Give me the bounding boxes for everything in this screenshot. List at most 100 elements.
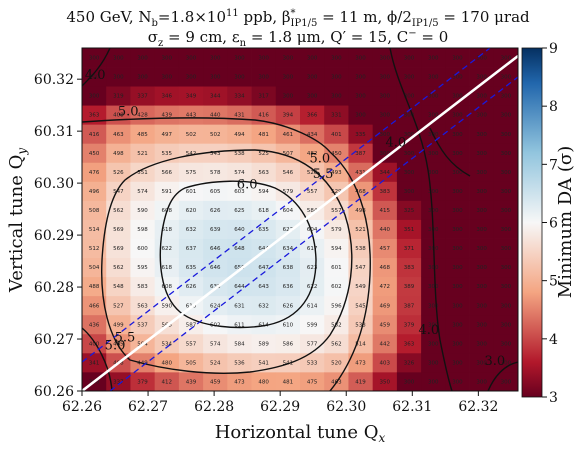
heatmap-cell-value: 331 (331, 113, 342, 119)
heatmap-cell-value: 300 (113, 75, 124, 81)
heatmap-cell (396, 276, 422, 297)
heatmap-cell-value: 648 (234, 246, 245, 252)
heatmap-cell-value: 646 (210, 265, 221, 271)
x-tick-label: 62.28 (194, 399, 234, 415)
heatmap-cell-value: 538 (234, 151, 245, 157)
heatmap-cell (396, 314, 422, 335)
heatmap-cell (82, 276, 107, 297)
plot-frame (81, 47, 519, 392)
heatmap-cell (154, 162, 180, 182)
heatmap-cell (178, 67, 204, 87)
heatmap-cell-value: 543 (210, 151, 221, 157)
x-axis-label: Horizontal tune Qx (215, 422, 386, 445)
heatmap-cell-value: 605 (210, 189, 221, 195)
heatmap-cell (106, 86, 131, 106)
heatmap-cell-value: 431 (355, 170, 366, 176)
heatmap-cell-value: 300 (186, 56, 197, 62)
heatmap-cell-value: 439 (162, 113, 173, 119)
heatmap-cell-value: 300 (428, 303, 439, 309)
heatmap-cell (106, 371, 131, 391)
heatmap-cell-value: 566 (162, 170, 173, 176)
heatmap-cell-value: 586 (283, 341, 294, 347)
heatmap-cell (251, 143, 277, 163)
heatmap-cell-value: 300 (501, 56, 512, 62)
heatmap-cell (300, 48, 325, 68)
heatmap-cell (396, 352, 422, 373)
heatmap-cell-value: 300 (404, 75, 415, 81)
heatmap-cell (493, 352, 518, 373)
heatmap-cell (324, 257, 349, 278)
heatmap-cell-value: 534 (162, 341, 173, 347)
heatmap-cell-value: 300 (476, 341, 487, 347)
heatmap-cell-value: 300 (162, 56, 173, 62)
heatmap-cell (324, 124, 349, 144)
heatmap-cell-value: 497 (162, 132, 173, 138)
heatmap-cell (372, 124, 398, 144)
heatmap-cell-value: 300 (476, 208, 487, 214)
heatmap-cell-value: 300 (234, 75, 245, 81)
heatmap-cell-value: 300 (476, 75, 487, 81)
heatmap-cell (154, 86, 180, 106)
heatmap-cell (300, 352, 325, 373)
heatmap-cell-value: 300 (452, 227, 463, 233)
heatmap-cell-value: 603 (234, 189, 245, 195)
heatmap-cell-value: 620 (186, 208, 197, 214)
heatmap-cell-value: 300 (452, 284, 463, 290)
heatmap-cell (372, 238, 398, 259)
colorbar-tick-label: 4 (549, 332, 558, 348)
heatmap-cell-value: 529 (331, 189, 342, 195)
heatmap-cell (178, 352, 204, 373)
heatmap-cell-value: 300 (355, 56, 366, 62)
heatmap-cell (203, 86, 228, 106)
heatmap-cell-value: 300 (428, 208, 439, 214)
heatmap-cell (82, 105, 107, 125)
heatmap-cell-value: 300 (476, 360, 487, 366)
heatmap-cell-value: 579 (283, 189, 294, 195)
heatmap-cell (203, 257, 228, 278)
heatmap-cell-value: 496 (89, 189, 100, 195)
y-tick-label: 60.30 (34, 176, 74, 192)
heatmap-cell-value: 300 (452, 265, 463, 271)
y-tick-label: 60.29 (34, 228, 74, 244)
heatmap-cell (178, 371, 204, 391)
heatmap-cell-value: 524 (210, 360, 221, 366)
heatmap-cell (251, 86, 277, 106)
heatmap-cell-value: 300 (501, 151, 512, 157)
heatmap-cell-value: 521 (137, 151, 148, 157)
heatmap-cell-value: 599 (307, 322, 318, 328)
heatmap-cell-value: 476 (89, 170, 100, 176)
contour-3-0-bottomright (487, 361, 518, 391)
heatmap-cell-value: 577 (307, 341, 318, 347)
heatmap-cell-value: 300 (380, 132, 391, 138)
contour-4-0-topleft (82, 48, 111, 87)
heatmap-cell (300, 124, 325, 144)
heatmap-cell-value: 300 (452, 360, 463, 366)
heatmap-cell-value: 300 (501, 170, 512, 176)
heatmap-cell (372, 314, 398, 335)
heatmap-cell-value: 545 (355, 303, 366, 309)
heatmap-cell-value: 300 (283, 75, 294, 81)
heatmap-cell (493, 314, 518, 335)
contour-label: 3.0 (485, 354, 506, 369)
heatmap-cell-value: 300 (283, 94, 294, 100)
heatmap-cell-value: 300 (137, 75, 148, 81)
heatmap-cell-value: 541 (258, 360, 269, 366)
heatmap-cell-value: 594 (331, 246, 342, 252)
heatmap-cell-value: 622 (162, 246, 173, 252)
dashed-line-lower (109, 76, 518, 391)
heatmap-cell-value: 300 (404, 132, 415, 138)
heatmap-cell-value: 300 (89, 56, 100, 62)
heatmap-cell (445, 352, 470, 373)
heatmap-cell-value: 300 (476, 265, 487, 271)
heatmap-cell (421, 276, 446, 297)
heatmap-cell-value: 596 (331, 303, 342, 309)
heatmap-cell (493, 124, 518, 144)
heatmap-cell-value: 646 (210, 246, 221, 252)
heatmap-cell (372, 371, 398, 391)
heatmap-cell (82, 48, 107, 68)
heatmap-cell (348, 105, 374, 125)
heatmap-cell (227, 143, 252, 163)
heatmap-cell-value: 498 (355, 208, 366, 214)
heatmap-cell-value: 502 (186, 132, 197, 138)
y-tick-label: 60.27 (34, 332, 74, 348)
